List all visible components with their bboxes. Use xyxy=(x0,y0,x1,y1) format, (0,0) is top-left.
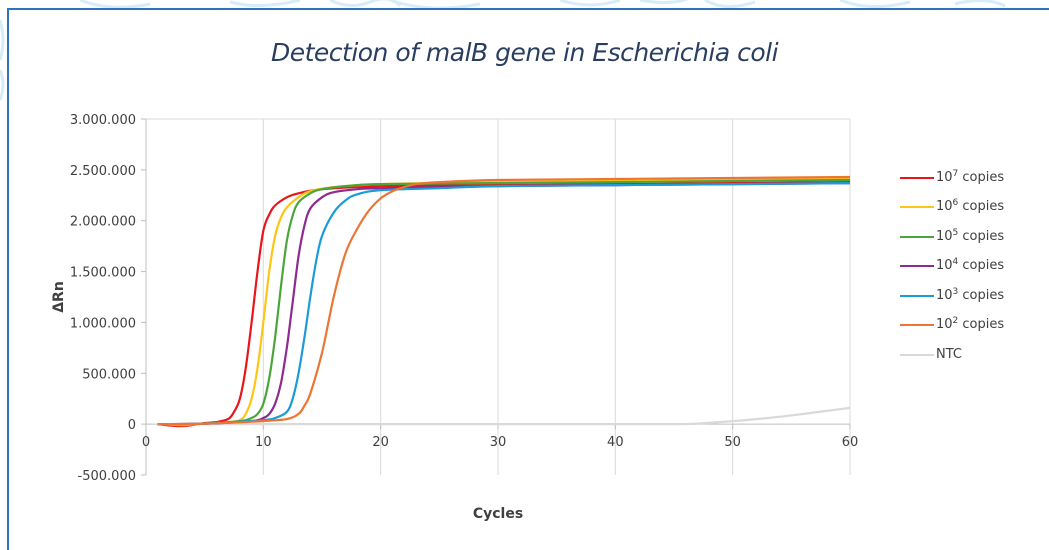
legend-label: 105 copies xyxy=(936,227,1005,244)
legend: 107 copies 106 copies 105 copies 104 copies… xyxy=(900,163,1004,370)
series-line-6 xyxy=(157,406,851,426)
y-tick-label: 3.000.000 xyxy=(70,113,136,128)
series-line-0 xyxy=(157,181,851,428)
series-line-2 xyxy=(157,178,851,426)
legend-item-1: 106 copies xyxy=(900,193,1004,223)
x-tick-label: 30 xyxy=(490,435,507,450)
chart-plot: 3.000.000 2.500.000 2.000.000 1.500.000 1.00… xyxy=(51,113,858,522)
y-axis-label: ΔRn xyxy=(51,281,67,313)
y-tick-label: 500.000 xyxy=(82,367,136,382)
legend-item-5: 102 copies xyxy=(900,311,1004,341)
legend-swatch xyxy=(900,176,934,179)
x-tick-label: 10 xyxy=(255,435,272,450)
legend-item-0: 107 copies xyxy=(900,163,1004,193)
legend-swatch xyxy=(900,324,934,327)
series-line-4 xyxy=(157,182,851,426)
chart-frame xyxy=(7,8,1049,550)
x-tick-label: 40 xyxy=(607,435,624,450)
legend-item-6: NTC xyxy=(900,340,1004,370)
legend-label: NTC xyxy=(936,346,962,362)
legend-label: 103 copies xyxy=(936,286,1005,303)
legend-label: 107 copies xyxy=(936,168,1005,185)
legend-label: 102 copies xyxy=(936,316,1005,333)
series-line-5 xyxy=(157,175,851,426)
legend-swatch xyxy=(900,353,934,356)
legend-swatch xyxy=(900,265,934,268)
x-tick-label: 50 xyxy=(724,435,741,450)
x-tick-label: 20 xyxy=(372,435,389,450)
y-tick-label: 1.000.000 xyxy=(70,316,136,331)
x-axis-label: Cycles xyxy=(473,506,523,522)
y-tick-label: 0 xyxy=(128,418,136,433)
legend-item-2: 105 copies xyxy=(900,222,1004,252)
legend-swatch xyxy=(900,235,934,238)
legend-item-3: 104 copies xyxy=(900,252,1004,282)
legend-label: 106 copies xyxy=(936,198,1005,215)
y-tick-label: 1.500.000 xyxy=(70,266,136,281)
x-tick-label: 60 xyxy=(842,435,859,450)
y-tick-label: 2.000.000 xyxy=(70,215,136,230)
legend-label: 104 copies xyxy=(936,257,1005,274)
background-pattern xyxy=(0,0,1006,101)
legend-swatch xyxy=(900,294,934,297)
axis-labels: 3.000.000 2.500.000 2.000.000 1.500.000 1.00… xyxy=(51,113,858,522)
legend-item-4: 103 copies xyxy=(900,281,1004,311)
series-lines xyxy=(157,175,851,428)
series-line-3 xyxy=(157,182,851,426)
legend-swatch xyxy=(900,206,934,209)
y-tick-label: -500.000 xyxy=(78,469,136,484)
x-tick-label: 0 xyxy=(142,435,150,450)
y-tick-label: 2.500.000 xyxy=(70,164,136,179)
chart-title: Detection of malB gene in Escherichia co… xyxy=(270,38,779,67)
series-line-1 xyxy=(157,177,851,427)
